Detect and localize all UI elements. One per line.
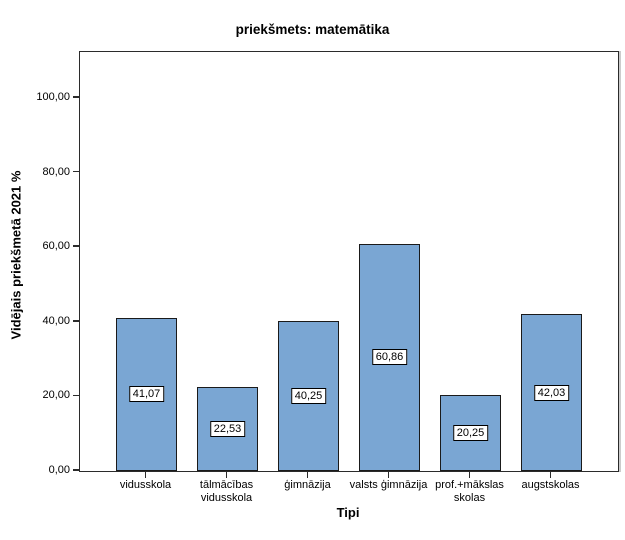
plot-area: 41,07 22,53 40,25 60,86 20,25 42,03 — [79, 51, 619, 472]
x-category-label: valsts ģimnāzija — [349, 479, 428, 491]
y-tick-mark — [73, 394, 79, 397]
bar-value-label: 42,03 — [533, 384, 570, 401]
y-tick-label: 60,00 — [42, 240, 70, 253]
x-tick-mark — [387, 471, 390, 478]
bar-value-label: 22,53 — [209, 420, 246, 437]
y-tick-label: 80,00 — [42, 165, 70, 178]
bar-value-label: 41,07 — [128, 386, 165, 403]
y-tick-mark — [73, 245, 79, 247]
y-tick-label: 100,00 — [36, 90, 70, 103]
y-tick-mark — [73, 96, 79, 98]
bar: 41,07 — [116, 317, 177, 471]
bar-value-label: 60,86 — [371, 349, 408, 366]
x-tick-mark — [549, 471, 552, 478]
y-tick-label: 0,00 — [48, 464, 70, 476]
x-category-label: tālmācības vidusskola — [199, 479, 254, 504]
bar: 40,25 — [278, 320, 339, 471]
x-category-label: augstskolas — [521, 479, 580, 491]
x-tick-mark — [225, 471, 228, 478]
y-tick-label: 40,00 — [42, 314, 70, 327]
y-tick-mark — [73, 469, 79, 471]
y-tick-mark — [73, 320, 79, 322]
x-axis-title: Tipi — [336, 505, 360, 520]
x-tick-mark — [144, 471, 147, 478]
x-category-label: ģimnāzija — [284, 479, 331, 491]
bar-value-label: 40,25 — [290, 387, 327, 404]
bar-value-label: 20,25 — [452, 425, 489, 442]
bar: 22,53 — [197, 386, 258, 471]
x-category-label: vidusskola — [119, 479, 172, 491]
x-category-label: prof.+mākslas skolas — [435, 479, 504, 504]
y-tick-mark — [73, 170, 79, 173]
bar: 42,03 — [521, 314, 582, 471]
x-tick-mark — [468, 471, 471, 478]
x-tick-mark — [306, 471, 309, 478]
bar: 20,25 — [440, 395, 501, 471]
chart-title: priekšmets: matemātika — [235, 22, 390, 37]
y-tick-label: 20,00 — [42, 389, 70, 402]
bar: 60,86 — [359, 243, 420, 471]
